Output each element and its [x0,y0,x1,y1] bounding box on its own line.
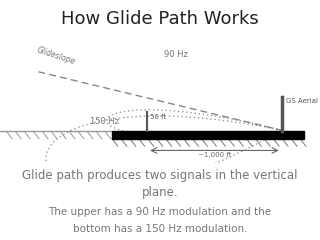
Text: 50 ft: 50 ft [150,114,166,120]
Bar [112,131,304,139]
Text: The upper has a 90 Hz modulation and the: The upper has a 90 Hz modulation and the [48,207,272,217]
Text: How Glide Path Works: How Glide Path Works [61,10,259,28]
Text: GS Aerial: GS Aerial [286,98,318,104]
Text: ~1,000 ft: ~1,000 ft [198,151,231,157]
Text: 150 Hz: 150 Hz [90,117,119,126]
Text: 90 Hz: 90 Hz [164,50,188,59]
Text: Glide path produces two signals in the vertical: Glide path produces two signals in the v… [22,169,298,182]
Text: bottom has a 150 Hz modulation.: bottom has a 150 Hz modulation. [73,224,247,234]
Text: plane.: plane. [142,186,178,199]
Text: Glideslope: Glideslope [35,46,76,66]
